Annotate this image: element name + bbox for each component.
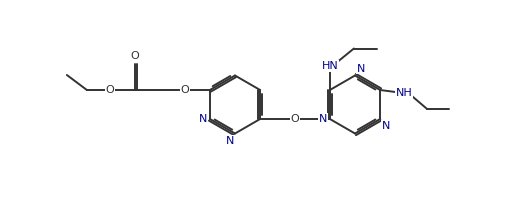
Text: O: O [106,85,114,95]
Text: HN: HN [321,61,338,71]
Text: N: N [319,114,327,124]
Text: N: N [198,114,207,124]
Text: NH: NH [396,87,412,98]
Text: O: O [291,114,299,124]
Text: N: N [226,136,234,145]
Text: O: O [180,85,189,95]
Text: N: N [382,121,390,131]
Text: O: O [130,50,139,61]
Text: N: N [357,63,366,74]
